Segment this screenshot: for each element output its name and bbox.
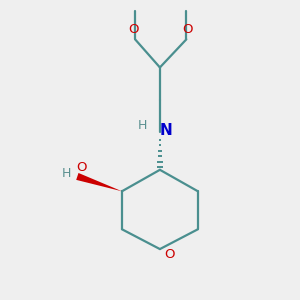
Text: O: O	[165, 248, 175, 260]
Polygon shape	[76, 173, 122, 191]
Text: O: O	[128, 23, 139, 36]
Text: N: N	[160, 123, 172, 138]
Text: H: H	[62, 167, 71, 180]
Text: H: H	[138, 119, 147, 132]
Text: O: O	[183, 23, 193, 36]
Text: O: O	[76, 161, 87, 174]
